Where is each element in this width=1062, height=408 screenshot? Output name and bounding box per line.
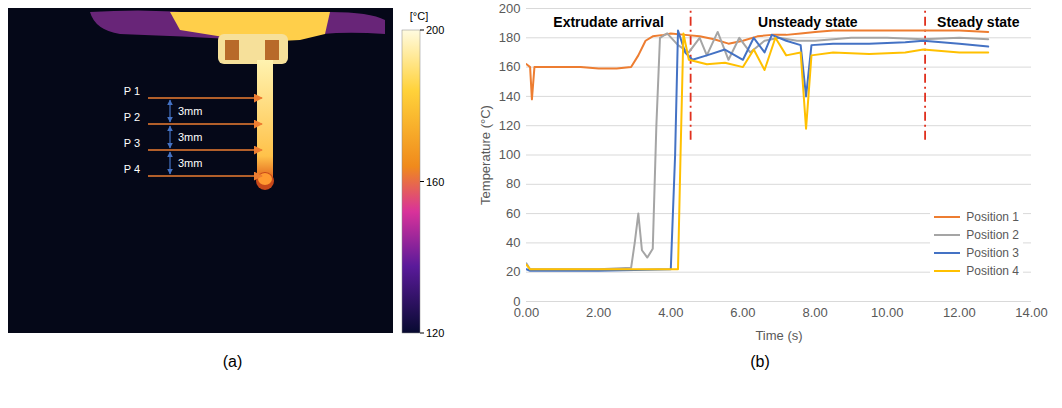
svg-text:120: 120 bbox=[426, 327, 444, 339]
svg-text:6.00: 6.00 bbox=[730, 305, 755, 320]
svg-text:8.00: 8.00 bbox=[802, 305, 827, 320]
svg-text:160: 160 bbox=[498, 59, 520, 74]
svg-text:80: 80 bbox=[506, 176, 520, 191]
svg-text:4.00: 4.00 bbox=[658, 305, 683, 320]
html-text:(b): (b) bbox=[750, 353, 770, 370]
html-text:Position 4: Position 4 bbox=[966, 264, 1019, 278]
svg-text:200: 200 bbox=[498, 1, 520, 16]
svg-text:60: 60 bbox=[506, 206, 520, 221]
svg-text:160: 160 bbox=[426, 176, 444, 188]
svg-text:Temperature (°C): Temperature (°C) bbox=[477, 105, 492, 205]
html-text:(a): (a) bbox=[222, 353, 243, 370]
svg-text:P 1: P 1 bbox=[124, 85, 140, 97]
svg-text:Steady state: Steady state bbox=[937, 14, 1020, 30]
svg-text:P 4: P 4 bbox=[124, 163, 140, 175]
svg-text:200: 200 bbox=[426, 24, 444, 36]
svg-text:14.00: 14.00 bbox=[1015, 305, 1048, 320]
html-text:Position 3: Position 3 bbox=[966, 246, 1019, 260]
svg-text:0.00: 0.00 bbox=[513, 305, 538, 320]
svg-text:180: 180 bbox=[498, 30, 520, 45]
svg-text:120: 120 bbox=[498, 118, 520, 133]
svg-text:P 2: P 2 bbox=[124, 111, 140, 123]
svg-text:[°C]: [°C] bbox=[410, 10, 428, 22]
svg-text:2.00: 2.00 bbox=[585, 305, 610, 320]
svg-text:10.00: 10.00 bbox=[870, 305, 903, 320]
svg-text:Extrudate arrival: Extrudate arrival bbox=[553, 14, 664, 30]
svg-text:3mm: 3mm bbox=[178, 157, 202, 169]
svg-text:40: 40 bbox=[506, 235, 520, 250]
svg-text:20: 20 bbox=[506, 264, 520, 279]
svg-text:P 3: P 3 bbox=[124, 137, 140, 149]
html-text:Position 2: Position 2 bbox=[966, 228, 1019, 242]
svg-text:Time (s): Time (s) bbox=[755, 328, 802, 343]
svg-text:0: 0 bbox=[512, 293, 520, 309]
svg-text:3mm: 3mm bbox=[178, 105, 202, 117]
svg-text:140: 140 bbox=[498, 89, 520, 104]
svg-text:3mm: 3mm bbox=[178, 131, 202, 143]
svg-text:100: 100 bbox=[498, 147, 520, 162]
svg-text:12.00: 12.00 bbox=[943, 305, 976, 320]
svg-text:Unsteady state: Unsteady state bbox=[758, 14, 858, 30]
html-text:Position 1: Position 1 bbox=[966, 210, 1019, 224]
